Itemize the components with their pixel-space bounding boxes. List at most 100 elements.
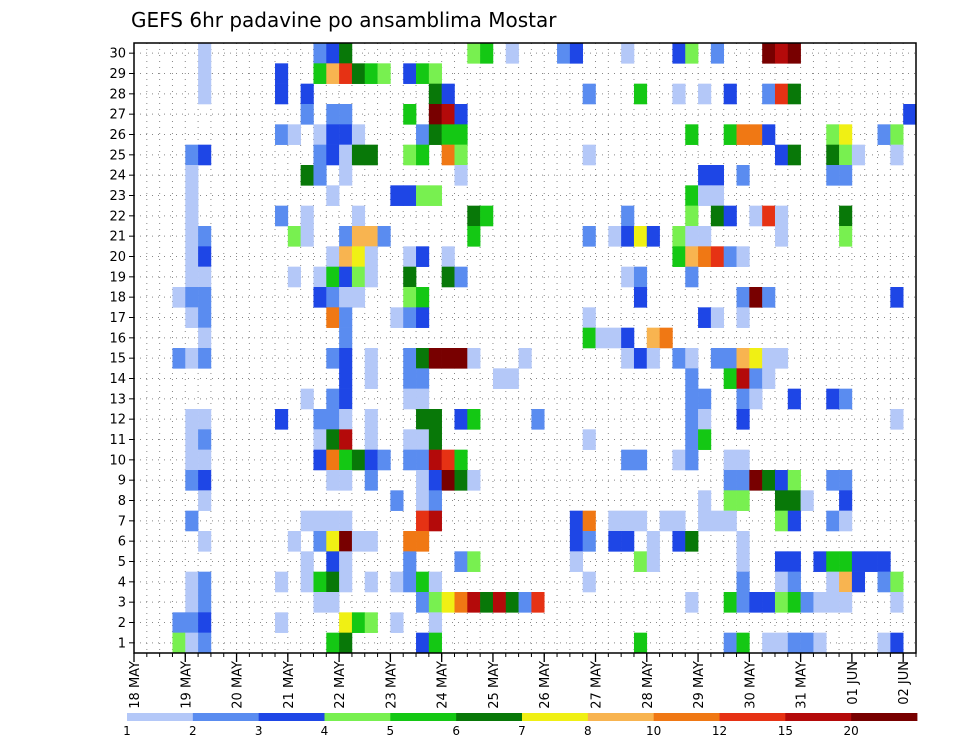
heatmap-cell: [454, 124, 468, 145]
heatmap-cell: [839, 592, 853, 613]
legend-swatch: [653, 713, 720, 721]
heatmap-cell: [762, 287, 776, 308]
y-tick-label: 13: [109, 392, 126, 407]
heatmap-cell: [762, 205, 776, 227]
heatmap-cell: [351, 205, 366, 227]
heatmap-cell: [326, 185, 340, 206]
heatmap-cell: [198, 632, 212, 654]
y-tick-label: 22: [109, 209, 126, 224]
heatmap-cell: [300, 226, 314, 247]
heatmap-cell: [710, 43, 725, 64]
heatmap-cell: [339, 327, 353, 349]
heatmap-cell: [736, 551, 750, 572]
heatmap-cell: [646, 327, 660, 349]
heatmap-cell: [557, 43, 571, 64]
heatmap-cell: [441, 104, 455, 125]
heatmap-cell: [633, 551, 648, 572]
legend-swatch: [390, 713, 457, 721]
heatmap-cell: [826, 470, 840, 491]
heatmap-cell: [839, 165, 853, 186]
heatmap-cell: [633, 449, 648, 471]
heatmap-cell: [416, 531, 430, 552]
heatmap-cell: [313, 144, 327, 166]
heatmap-cell: [890, 124, 904, 145]
heatmap-cell: [185, 470, 199, 491]
heatmap-cell: [685, 388, 699, 410]
heatmap-cell: [698, 429, 712, 450]
heatmap-cell: [441, 124, 455, 145]
heatmap-cell: [723, 83, 737, 105]
legend-label: 10: [646, 724, 661, 738]
x-tick-label: 28 MAY: [641, 661, 656, 709]
heatmap-cell: [736, 165, 750, 186]
heatmap-cell: [646, 226, 660, 247]
heatmap-cell: [864, 551, 878, 572]
heatmap-cell: [416, 287, 430, 308]
heatmap-cell: [313, 124, 327, 145]
heatmap-cell: [441, 592, 455, 613]
heatmap-cell: [851, 551, 866, 572]
heatmap-cell: [428, 571, 442, 593]
heatmap-cell: [339, 449, 353, 471]
heatmap-cell: [198, 83, 212, 105]
heatmap-cell: [198, 348, 212, 369]
heatmap-cell: [441, 246, 455, 267]
heatmap-cell: [339, 571, 353, 593]
heatmap-cell: [326, 470, 340, 491]
heatmap-cell: [416, 470, 430, 491]
heatmap-cell: [723, 348, 737, 369]
heatmap-cell: [185, 592, 199, 613]
heatmap-cell: [390, 571, 404, 593]
heatmap-cell: [736, 307, 750, 328]
legend-swatch: [127, 713, 194, 721]
heatmap-cell: [313, 409, 327, 430]
heatmap-cell: [839, 470, 853, 491]
heatmap-cell: [800, 490, 814, 511]
heatmap-cell: [287, 226, 301, 247]
heatmap-cell: [364, 246, 378, 267]
heatmap-cell: [787, 551, 801, 572]
heatmap-cell: [723, 124, 737, 145]
heatmap-cell: [185, 307, 199, 328]
heatmap-cell: [698, 83, 712, 105]
heatmap-cell: [364, 266, 378, 288]
heatmap-cell: [659, 327, 673, 349]
y-tick-label: 27: [109, 108, 126, 123]
heatmap-cell: [698, 165, 712, 186]
heatmap-cell: [198, 307, 212, 328]
heatmap-cell: [198, 571, 212, 593]
heatmap-cell: [454, 592, 468, 613]
heatmap-cell: [749, 124, 763, 145]
heatmap-cell: [774, 592, 789, 613]
heatmap-cell: [467, 348, 481, 369]
heatmap-cell: [364, 531, 378, 552]
heatmap-cell: [736, 246, 750, 267]
heatmap-cell: [326, 124, 340, 145]
heatmap-cell: [441, 266, 455, 288]
heatmap-cell: [339, 307, 353, 328]
x-tick-label: 23 MAY: [384, 661, 399, 709]
plot-frame: [133, 42, 917, 654]
heatmap-cell: [172, 348, 186, 369]
x-axis-ticks: 18 MAY 19 MAY 20 MAY 21 MAY 22 MAY 23 MAY 24 M…: [128, 653, 917, 709]
heatmap-cell: [416, 348, 430, 369]
heatmap-cell: [313, 592, 327, 613]
heatmap-cell: [518, 348, 532, 369]
heatmap-cell: [480, 592, 494, 613]
heatmap-cell: [736, 490, 750, 511]
y-tick-label: 28: [109, 87, 126, 102]
heatmap-cell: [698, 388, 712, 410]
heatmap-cell: [774, 571, 789, 593]
heatmap-cell: [736, 592, 750, 613]
heatmap-cell: [787, 83, 801, 105]
y-tick-label: 7: [118, 514, 126, 529]
heatmap-cell: [762, 632, 776, 654]
heatmap-cell: [774, 490, 789, 511]
heatmap-cell: [826, 124, 840, 145]
heatmap-cell: [416, 124, 430, 145]
heatmap-cell: [877, 571, 891, 593]
heatmap-cell: [621, 226, 635, 247]
heatmap-cell: [185, 571, 199, 593]
heatmap-cell: [364, 470, 378, 491]
heatmap-cell: [851, 571, 866, 593]
